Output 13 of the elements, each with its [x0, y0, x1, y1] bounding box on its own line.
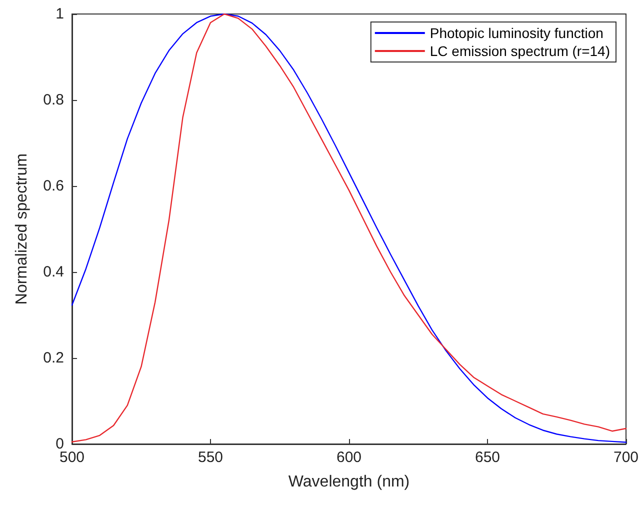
- x-axis-title: Wavelength (nm): [288, 474, 410, 490]
- x-tick-label: 600: [336, 449, 362, 466]
- y-tick-label: 0.4: [43, 264, 64, 280]
- y-tick-label: 0.6: [43, 178, 64, 194]
- x-tick-label: 550: [198, 449, 224, 466]
- legend-label: LC emission spectrum (r=14): [430, 43, 610, 59]
- y-tick-label: 0.2: [43, 350, 64, 366]
- y-axis-title: Normalized spectrum: [14, 153, 30, 305]
- legend-label: Photopic luminosity function: [430, 25, 604, 41]
- y-tick-label: 1: [56, 6, 64, 22]
- x-tick-label: 650: [474, 449, 500, 466]
- x-tick-label: 700: [613, 449, 639, 466]
- y-tick-label: 0.8: [43, 92, 64, 108]
